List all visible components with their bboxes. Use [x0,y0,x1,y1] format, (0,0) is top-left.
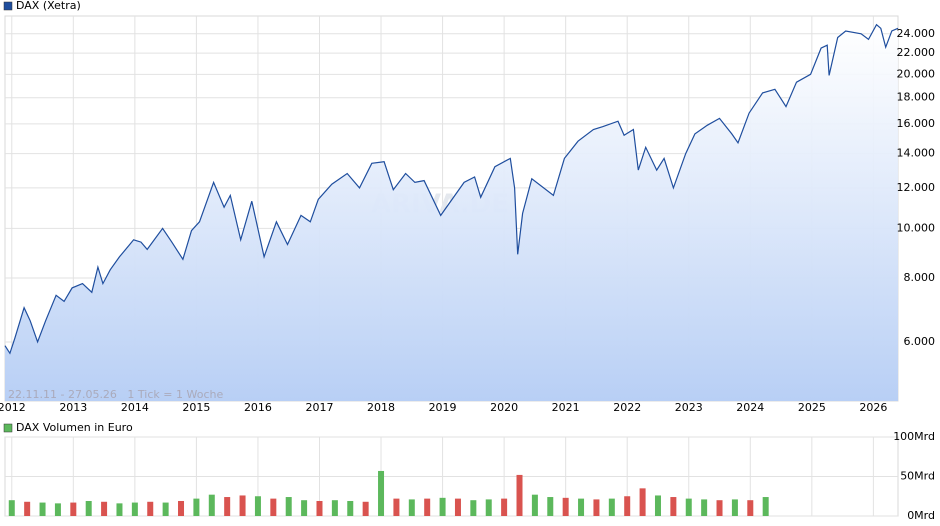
y-tick-label: 18.000 [897,91,936,104]
volume-bar [301,500,308,516]
volume-bar [716,500,723,516]
x-tick-label: 2016 [244,401,272,414]
y-tick-label: 16.000 [897,117,936,130]
x-tick-label: 2018 [367,401,395,414]
x-tick-label: 2012 [0,401,26,414]
y-tick-label: 22.000 [897,46,936,59]
x-tick-label: 2020 [490,401,518,414]
volume-bar [85,500,92,516]
legend-label: DAX Volumen in Euro [16,421,133,434]
volume-bar [378,470,385,516]
volume-bar [747,500,754,516]
y-tick-label: 50Mrd [900,470,935,483]
x-tick-label: 2021 [552,401,580,414]
volume-bar [54,503,61,516]
volume-bar [424,498,431,516]
legend-label: DAX (Xetra) [16,0,81,12]
volume-bar [654,495,661,516]
volume-bar [608,498,615,516]
volume-bar [516,474,523,516]
volume-bar [147,501,154,516]
y-tick-label: 8.000 [904,271,936,284]
volume-bar [762,497,769,516]
volume-bar [624,496,631,516]
x-tick-label: 2017 [305,401,333,414]
volume-bar [731,499,738,516]
y-tick-label: 10.000 [897,221,936,234]
volume-bar [408,499,415,516]
volume-bar [547,497,554,516]
volume-bar [501,498,508,516]
y-tick-label: 24.000 [897,27,936,40]
legend-swatch [3,1,13,11]
annotation: 22.11.11 - 27.05.26 1 Tick = 1 Woche [8,388,223,401]
y-tick-label: 6.000 [904,335,936,348]
volume-bar [101,501,108,516]
volume-bar [270,498,277,516]
volume-bar [362,501,369,516]
y-tick-label: 0Mrd [907,509,935,522]
volume-bar [39,502,46,516]
volume-bar [8,500,15,516]
x-tick-label: 2014 [121,401,149,414]
y-tick-label: 14.000 [897,147,936,160]
volume-bar [224,497,231,516]
volume-bar [685,498,692,516]
volume-bar [316,500,323,516]
volume-bar [239,495,246,516]
volume-bar [670,497,677,516]
x-tick-label: 2026 [859,401,887,414]
volume-bar [254,496,261,516]
legend-swatch [3,423,13,433]
volume-bar [470,500,477,516]
x-tick-label: 2022 [613,401,641,414]
volume-bar [193,498,200,516]
y-tick-label: 100Mrd [893,430,935,443]
volume-bar [485,499,492,516]
price-line [4,23,899,355]
x-tick-label: 2024 [736,401,764,414]
volume-bar [531,494,538,516]
y-tick-label: 20.000 [897,67,936,80]
x-tick-label: 2023 [675,401,703,414]
x-tick-label: 2025 [798,401,826,414]
price-area [5,24,898,401]
volume-bar [701,499,708,516]
volume-bar [116,503,123,516]
x-tick-label: 2013 [59,401,87,414]
volume-bar [208,494,215,516]
volume-bar [439,497,446,516]
volume-bar [393,498,400,516]
volume-bar [70,502,77,516]
volume-bar [178,500,185,516]
volume-bar [347,500,354,516]
volume-bar [562,497,569,516]
x-tick-label: 2019 [429,401,457,414]
volume-bar [593,499,600,516]
y-tick-label: 12.000 [897,181,936,194]
volume-bar [454,498,461,516]
volume-bar [639,488,646,516]
volume-bar [131,502,138,516]
volume-bar [24,501,31,516]
volume-bar [331,500,338,516]
volume-bar [285,497,292,516]
volume-bar [162,502,169,516]
volume-bar [578,498,585,516]
x-tick-label: 2015 [182,401,210,414]
